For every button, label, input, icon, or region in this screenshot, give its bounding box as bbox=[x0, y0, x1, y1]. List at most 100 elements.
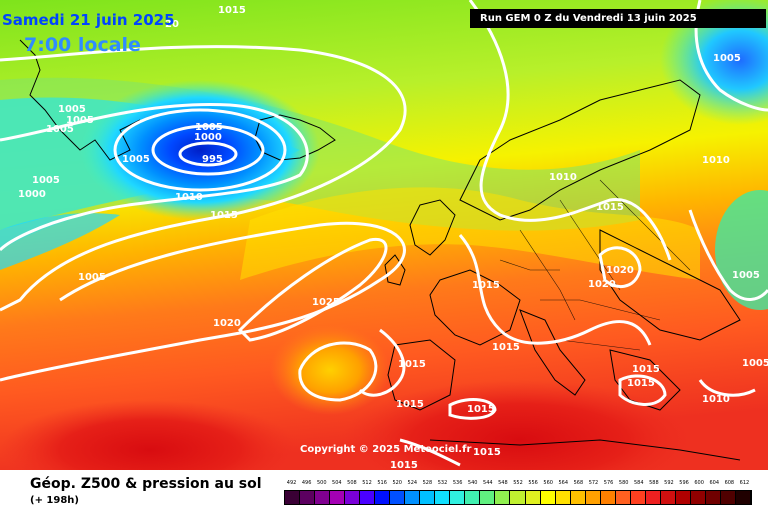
isobar-1000 bbox=[151, 124, 265, 176]
scale-swatch bbox=[645, 491, 661, 504]
scale-label: 496 bbox=[301, 480, 312, 486]
copyright: Copyright © 2025 Meteociel.fr bbox=[300, 444, 472, 455]
low-pressure-core bbox=[80, 80, 320, 220]
isobar-label: 1010 bbox=[702, 394, 730, 405]
scale-swatch bbox=[405, 491, 421, 504]
isobar-label: 1015 bbox=[473, 447, 501, 458]
scale-label: 528 bbox=[422, 480, 433, 486]
isobar-label: 1005 bbox=[78, 272, 106, 283]
scale-label: 512 bbox=[362, 480, 372, 486]
isobar-lines bbox=[0, 0, 768, 465]
isobar-1015-europe bbox=[458, 234, 652, 346]
isobar-label: 995 bbox=[202, 154, 223, 165]
isobar-label: 1000 bbox=[194, 132, 222, 143]
isobar-label: 1005 bbox=[66, 115, 94, 126]
isobar-1010-east bbox=[468, 0, 672, 261]
color-scale: 492 496 500 504 508 512 516 520 524 528 532 536 540 5… bbox=[284, 480, 752, 510]
isobar-1015-west bbox=[0, 45, 407, 312]
isobar-label: 1005 bbox=[713, 53, 741, 64]
scale-swatch bbox=[630, 491, 646, 504]
isobar-label: 1015 bbox=[218, 5, 246, 16]
warm-ridge bbox=[240, 187, 700, 280]
isobar-1015-greece bbox=[618, 374, 667, 406]
isobar-labels: 1005 1005 1005 1005 1000 1005 1000 995 1… bbox=[18, 5, 768, 470]
scale-swatch bbox=[540, 491, 556, 504]
scale-swatch bbox=[360, 491, 376, 504]
scale-swatch bbox=[705, 491, 721, 504]
isobar-label: 1015 bbox=[396, 399, 424, 410]
scale-swatch bbox=[585, 491, 601, 504]
isobar-label: 1005 bbox=[732, 270, 760, 281]
cold-band-west bbox=[0, 213, 120, 270]
scale-swatch bbox=[735, 491, 751, 504]
scale-label: 588 bbox=[649, 480, 659, 486]
isobar-label: 1005 bbox=[122, 154, 150, 165]
north-east-low bbox=[660, 0, 768, 125]
scale-label: 544 bbox=[483, 480, 493, 486]
scale-label: 492 bbox=[286, 480, 297, 486]
scale-swatch bbox=[480, 491, 496, 504]
scale-label: 608 bbox=[724, 480, 735, 486]
scale-label: 572 bbox=[588, 480, 599, 486]
scale-swatch bbox=[390, 491, 406, 504]
hot-south-west bbox=[0, 400, 300, 470]
isobar-1005-e bbox=[688, 209, 768, 301]
scale-label: 576 bbox=[603, 480, 614, 486]
isobar-1015-med bbox=[448, 398, 497, 420]
isobar-1015-south bbox=[399, 438, 461, 467]
scale-label: 600 bbox=[694, 480, 704, 486]
scale-label: 516 bbox=[377, 480, 387, 486]
scale-label: 500 bbox=[316, 480, 327, 486]
isobar-label: 1015 bbox=[596, 202, 624, 213]
scale-swatch bbox=[555, 491, 571, 504]
scale-swatch bbox=[375, 491, 391, 504]
scale-swatch bbox=[690, 491, 706, 504]
scale-swatch bbox=[615, 491, 631, 504]
isobar-label: 1020 bbox=[213, 318, 241, 329]
isobar-1005-ne bbox=[694, 0, 768, 112]
isobar-label: 1025 bbox=[312, 297, 340, 308]
isobar-label: 1010 bbox=[549, 172, 577, 183]
run-info: Run GEM 0 Z du Vendredi 13 juin 2025 bbox=[470, 9, 766, 28]
isobar-label: 1015 bbox=[632, 364, 660, 375]
hot-south bbox=[340, 380, 700, 470]
scale-label: 584 bbox=[633, 480, 644, 486]
isobar-label: 1015 bbox=[472, 280, 500, 291]
scale-label: 560 bbox=[543, 480, 553, 486]
isobar-label: 1005 bbox=[195, 122, 223, 133]
isobar-1025-azores bbox=[298, 341, 378, 402]
forecast-offset: (+ 198h) bbox=[30, 495, 79, 506]
isobar-1020-europe bbox=[598, 246, 642, 289]
geopotential-map: 1005 1005 1005 1005 1000 1005 1000 995 1… bbox=[0, 0, 768, 470]
scale-swatch bbox=[600, 491, 616, 504]
scale-label: 552 bbox=[513, 480, 523, 486]
isobar-label: 1010 bbox=[175, 192, 203, 203]
isobar-1010-se bbox=[698, 379, 756, 397]
isobar-label: 1020 bbox=[588, 279, 616, 290]
forecast-date: Samedi 21 juin 2025 bbox=[2, 11, 175, 29]
isobar-1025 bbox=[237, 237, 388, 342]
isobar-label: 1015 bbox=[390, 460, 418, 470]
scale-bar bbox=[284, 490, 752, 505]
scale-label: 504 bbox=[332, 480, 342, 486]
isobar-label: 20 bbox=[165, 19, 179, 30]
isobar-1015-iberia bbox=[358, 328, 406, 397]
isobar-label: 1005 bbox=[46, 124, 74, 135]
scale-label: 604 bbox=[709, 480, 720, 486]
isobar-label: 1005 bbox=[32, 175, 60, 186]
isobar-label: 1005 bbox=[58, 104, 86, 115]
scale-swatch bbox=[315, 491, 331, 504]
isobar-label: 1015 bbox=[398, 359, 426, 370]
scale-label: 508 bbox=[347, 480, 357, 486]
scale-label: 532 bbox=[437, 480, 448, 486]
scale-label: 580 bbox=[618, 480, 629, 486]
scale-swatch bbox=[285, 491, 301, 504]
scale-label: 592 bbox=[664, 480, 674, 486]
isobar-label: 1015 bbox=[627, 378, 655, 389]
scale-swatch bbox=[435, 491, 451, 504]
scale-swatch bbox=[345, 491, 361, 504]
map-title: Géop. Z500 & pression au sol bbox=[30, 476, 262, 492]
legend-footer: Géop. Z500 & pression au sol (+ 198h) 49… bbox=[0, 470, 768, 512]
scale-swatch bbox=[720, 491, 736, 504]
